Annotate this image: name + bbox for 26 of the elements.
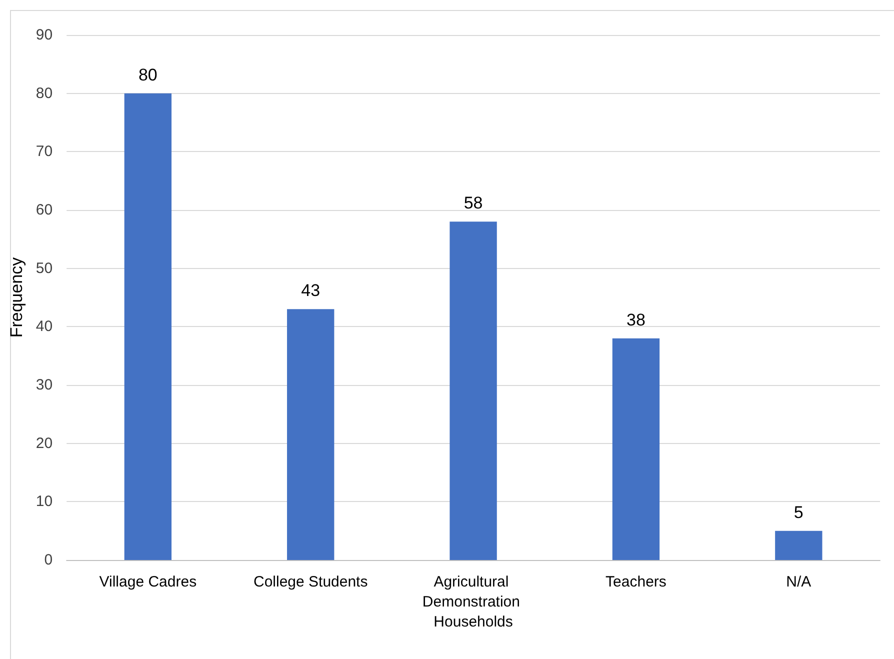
data-label: 58	[464, 194, 483, 213]
bar	[124, 93, 172, 560]
y-tick-label: 20	[36, 434, 53, 452]
y-tick-label: 90	[36, 26, 53, 44]
x-tick-label: Agricultural Demonstration Households	[422, 574, 524, 630]
bar	[287, 309, 334, 560]
x-tick-label: Teachers	[606, 574, 666, 590]
data-label: 80	[138, 65, 158, 84]
y-tick-label: 10	[36, 493, 53, 510]
y-tick-label: 60	[36, 202, 53, 218]
data-label: 38	[626, 310, 646, 330]
y-tick-label: 40	[36, 318, 53, 336]
x-tick-label: N/A	[786, 574, 812, 590]
y-tick-label: 0	[44, 552, 53, 568]
bar	[775, 530, 822, 560]
x-tick-label: College Students	[253, 574, 368, 590]
x-tick-label: Village Cadres	[99, 574, 197, 590]
bar	[450, 222, 497, 560]
data-label: 43	[301, 281, 320, 300]
y-tick-label: 80	[36, 84, 53, 102]
y-axis-title: Frequency	[7, 256, 26, 338]
bar	[612, 338, 660, 560]
y-tick-label: 50	[36, 260, 53, 277]
y-tick-label: 30	[36, 376, 53, 394]
y-tick-label: 70	[36, 143, 53, 160]
data-label: 5	[794, 502, 804, 522]
